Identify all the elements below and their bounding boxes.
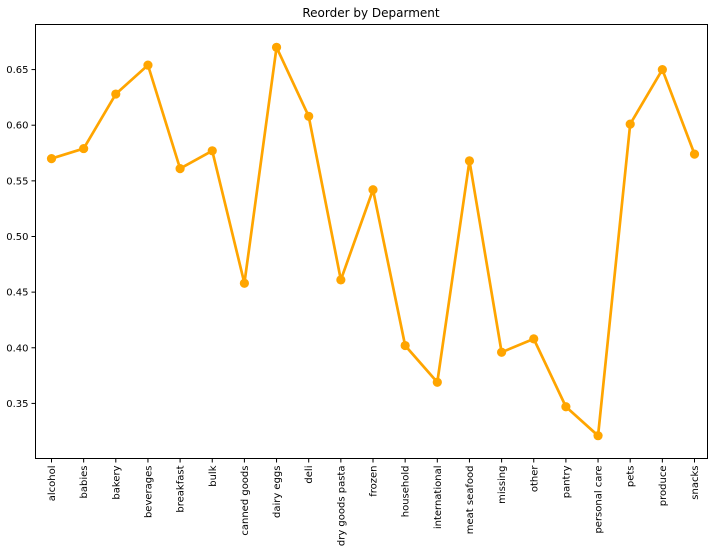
x-tick-label-15: other (529, 465, 540, 493)
x-tick-label-19: produce (658, 466, 669, 507)
data-point-other (529, 334, 539, 344)
y-tick-label-0: 0.35 (6, 399, 28, 410)
data-point-bulk (207, 146, 217, 156)
y-tick-label-1: 0.40 (6, 343, 28, 354)
x-tick-label-17: personal care (594, 466, 605, 534)
data-point-meat-seafood (464, 156, 475, 166)
x-tick-label-11: household (401, 466, 412, 518)
x-tick-label-14: missing (497, 465, 508, 503)
data-point-bakery (111, 89, 121, 99)
data-point-babies (79, 143, 89, 154)
x-tick-label-3: beverages (143, 466, 154, 519)
y-tick-label-3: 0.50 (6, 232, 28, 243)
plot-area (46, 42, 700, 441)
data-point-beverages (143, 60, 153, 70)
x-tick-label-20: snacks (690, 466, 701, 500)
y-axis: 0.35 0.40 0.45 0.50 0.55 0.60 0.65 (6, 65, 36, 410)
data-point-missing (497, 347, 507, 357)
data-point-personal-care (593, 431, 603, 441)
x-tick-label-8: deli (304, 466, 315, 484)
x-tick-label-7: dairy eggs (272, 466, 283, 519)
y-tick-label-2: 0.45 (6, 288, 28, 299)
series-line (51, 45, 696, 438)
x-tick-label-6: canned goods (240, 466, 251, 536)
x-tick-label-1: babies (79, 466, 90, 499)
x-tick-label-18: pets (626, 466, 637, 488)
x-tick-label-10: frozen (369, 466, 380, 497)
x-tick-label-12: international (433, 466, 444, 530)
data-point-international (432, 377, 442, 387)
data-point-pets (625, 119, 635, 129)
y-tick-label-4: 0.55 (6, 176, 28, 187)
y-tick-label-6: 0.65 (6, 65, 28, 76)
data-point-alcohol (46, 153, 57, 164)
chart-title: Reorder by Deparment (302, 6, 440, 20)
data-point-snacks (689, 149, 700, 159)
x-tick-label-13: meat seafood (465, 466, 476, 535)
data-point-pantry (561, 402, 571, 412)
plot-frame (35, 24, 708, 459)
x-tick-label-16: pantry (561, 465, 572, 498)
x-axis: alcohol babies bakery beverages breakfast bul… (47, 458, 701, 547)
x-tick-label-4: breakfast (176, 465, 187, 512)
data-point-dairy-eggs (271, 42, 282, 52)
data-point-breakfast (175, 164, 185, 174)
data-point-dry-goods-pasta (336, 275, 346, 285)
data-point-produce (657, 64, 667, 75)
x-tick-label-0: alcohol (47, 466, 58, 502)
data-point-deli (304, 111, 314, 121)
data-point-household (400, 340, 410, 351)
x-tick-label-9: dry goods pasta (336, 466, 347, 547)
x-tick-label-5: bulk (208, 465, 219, 486)
x-tick-label-2: bakery (111, 465, 122, 499)
y-tick-label-5: 0.60 (6, 121, 28, 132)
data-point-frozen (368, 185, 378, 195)
data-point-canned-goods (239, 278, 249, 288)
